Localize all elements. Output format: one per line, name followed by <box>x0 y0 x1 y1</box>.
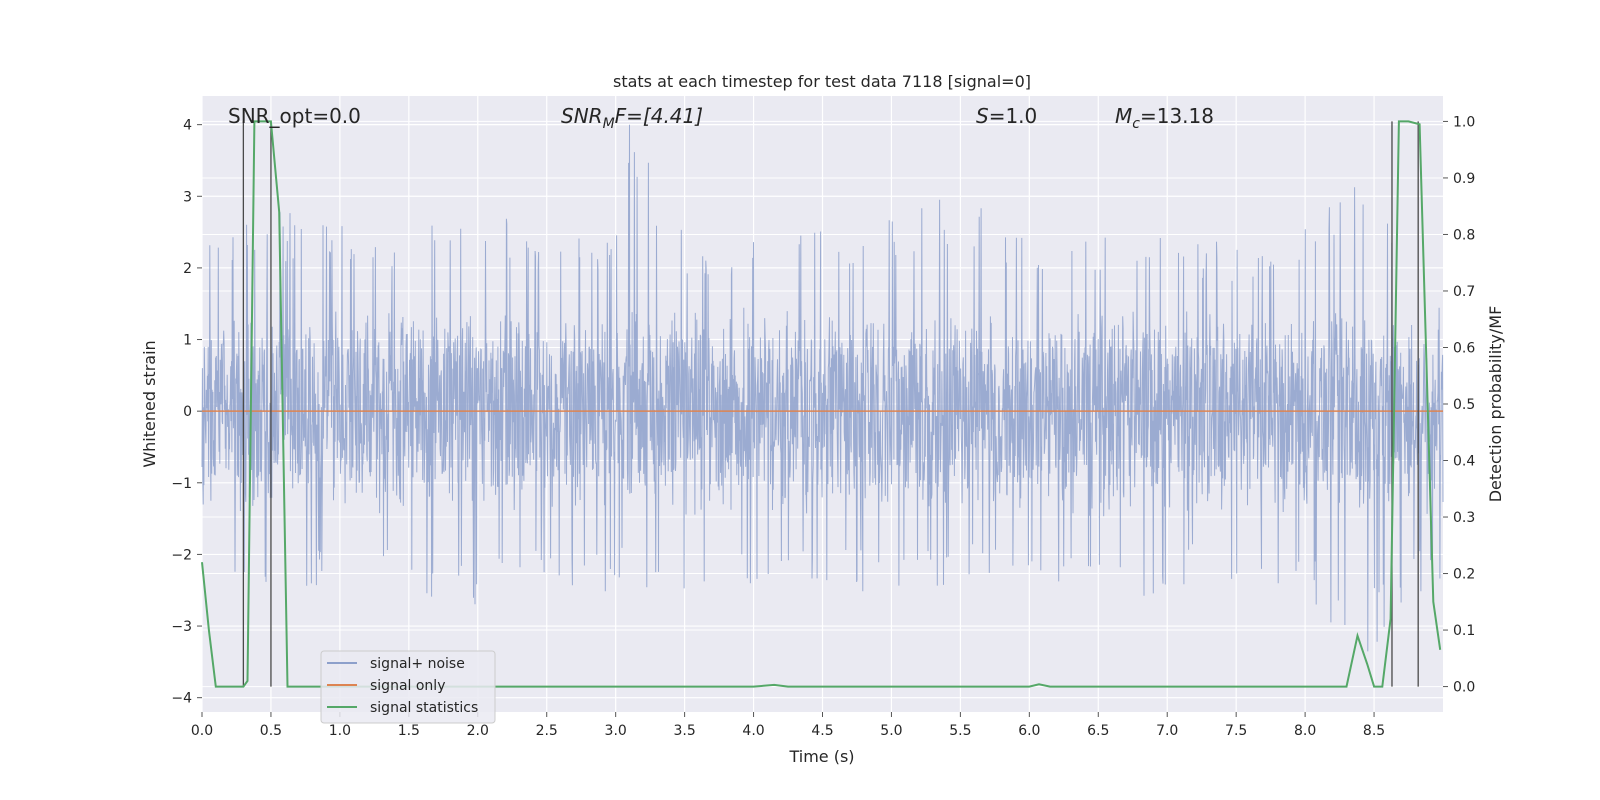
x-tick-label: 3.5 <box>673 723 695 739</box>
x-axis-label: Time (s) <box>788 747 854 766</box>
y2-tick-label: 0.2 <box>1453 567 1475 583</box>
legend-label-signal-only: signal only <box>370 678 445 694</box>
y-tick-label: −4 <box>171 691 192 707</box>
y-tick-label: −1 <box>171 476 192 492</box>
y-tick-label: 1 <box>183 333 192 349</box>
legend: signal+ noise signal only signal statist… <box>320 650 496 724</box>
annotation-snr-mf: SNRMF=[4.41] <box>561 104 703 132</box>
x-tick-label: 4.0 <box>742 723 764 739</box>
x-tick-label: 1.5 <box>398 723 420 739</box>
signal-noise-series <box>201 124 1444 652</box>
y2-axis-label: Detection probability/MF <box>1486 306 1505 503</box>
s-var: S <box>976 104 989 128</box>
y-tick-label: 4 <box>183 118 192 134</box>
annotation-s: S=1.0 <box>976 104 1037 128</box>
x-tick-label: 3.0 <box>605 723 627 739</box>
x-tick-label: 5.5 <box>949 723 971 739</box>
y2-tick-label: 0.8 <box>1453 227 1475 243</box>
y2-tick-label: 0.6 <box>1453 340 1475 356</box>
signal-noise-trace <box>201 124 1444 652</box>
legend-box <box>320 650 496 724</box>
y-tick-label: 3 <box>183 189 192 205</box>
y-tick-labels: −4 −3 −2 −1 0 1 2 3 4 <box>171 118 192 707</box>
y2-tick-label: 0.0 <box>1453 680 1475 696</box>
y2-tick-label: 0.4 <box>1453 454 1475 470</box>
y2-tick-labels: 0.0 0.1 0.2 0.3 0.4 0.5 0.6 0.7 0.8 0.9 1.0 <box>1453 114 1475 695</box>
snr-mf-rest: F=[4.41] <box>615 104 703 128</box>
x-tick-label: 4.5 <box>811 723 833 739</box>
mc-var: M <box>1115 104 1132 128</box>
x-tick-label: 2.0 <box>467 723 489 739</box>
y-tick-label: 2 <box>183 261 192 277</box>
x-tick-label: 8.5 <box>1363 723 1385 739</box>
x-tick-label: 6.5 <box>1087 723 1109 739</box>
y2-tick-label: 0.7 <box>1453 284 1475 300</box>
mc-rest: =13.18 <box>1140 104 1214 128</box>
x-tick-label: 2.5 <box>536 723 558 739</box>
y-tick-label: −3 <box>171 619 192 635</box>
x-tick-label: 5.0 <box>880 723 902 739</box>
y-tick-label: 0 <box>183 404 192 420</box>
x-tick-label: 8.0 <box>1294 723 1316 739</box>
y2-tick-label: 0.9 <box>1453 171 1475 187</box>
x-tick-label: 7.5 <box>1225 723 1247 739</box>
legend-label-signal-statistics: signal statistics <box>370 700 478 716</box>
x-tick-label: 7.0 <box>1156 723 1178 739</box>
x-tick-label: 0.0 <box>191 723 213 739</box>
annotation-mc: Mc=13.18 <box>1115 104 1214 132</box>
y2-tick-label: 0.3 <box>1453 510 1475 526</box>
x-tick-label: 1.0 <box>329 723 351 739</box>
x-tick-labels: 0.0 0.5 1.0 1.5 2.0 2.5 3.0 3.5 4.0 4.5 5.0 5.5 6.0 6… <box>191 723 1385 739</box>
x-tick-label: 6.0 <box>1018 723 1040 739</box>
y2-tick-label: 0.1 <box>1453 623 1475 639</box>
chart-title: stats at each timestep for test data 711… <box>613 72 1031 91</box>
y2-tick-label: 1.0 <box>1453 114 1475 130</box>
mc-sub: c <box>1132 116 1140 132</box>
x-tick-label: 0.5 <box>260 723 282 739</box>
legend-label-signal-noise: signal+ noise <box>370 656 465 672</box>
snr-mf-var: SNR <box>561 104 603 128</box>
annotation-snr-opt: SNR_opt=0.0 <box>228 104 361 128</box>
snr-mf-sub: M <box>603 116 615 132</box>
signal-statistics-series <box>201 120 1442 688</box>
s-rest: =1.0 <box>989 104 1038 128</box>
y-tick-label: −2 <box>171 547 192 563</box>
y2-tick-label: 0.5 <box>1453 397 1475 413</box>
y-axis-label: Whitened strain <box>140 340 159 467</box>
